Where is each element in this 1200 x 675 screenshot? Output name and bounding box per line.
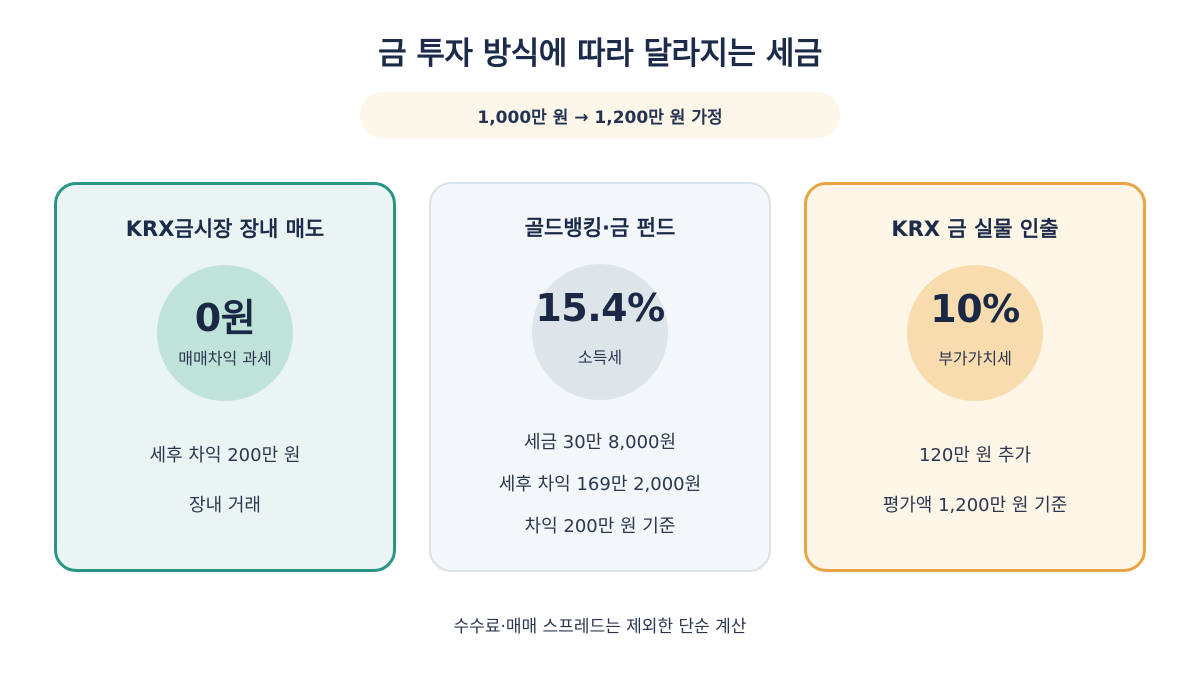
card-details: 세후 차익 200만 원 장내 거래 [57,441,393,541]
detail-line: 세후 차익 200만 원 [149,445,301,466]
card-title: KRX 금 실물 인출 [891,217,1059,241]
footnote: 수수료·매매 스프레드는 제외한 단순 계산 [453,617,747,637]
detail-line: 차익 200만 원 기준 [524,516,676,537]
detail-line: 세후 차익 169만 2,000원 [498,474,702,495]
card-gold-banking-fund: 골드뱅킹·금 펀드 15.4% 소득세 세금 30만 8,000원 세후 차익 … [429,182,771,572]
detail-line: 평가액 1,200만 원 기준 [882,495,1068,516]
tax-type-label: 매매차익 과세 [178,349,272,368]
rate-circle: 15.4% 소득세 [532,264,668,400]
assumption-badge: 1,000만 원 → 1,200만 원 가정 [360,92,840,138]
card-details: 세금 30만 8,000원 세후 차익 169만 2,000원 차익 200만 … [431,428,769,554]
tax-rate: 0원 [194,296,256,340]
tax-rate: 10% [930,287,1020,331]
card-title: 골드뱅킹·금 펀드 [524,216,676,240]
card-krx-physical-withdrawal: KRX 금 실물 인출 10% 부가가치세 120만 원 추가 평가액 1,20… [804,182,1146,572]
card-title: KRX금시장 장내 매도 [125,217,325,241]
card-krx-exchange-sale: KRX금시장 장내 매도 0원 매매차익 과세 세후 차익 200만 원 장내 … [54,182,396,572]
page-title: 금 투자 방식에 따라 달라지는 세금 [378,36,822,72]
rate-circle: 10% 부가가치세 [907,265,1043,401]
detail-line: 세금 30만 8,000원 [523,432,677,453]
rate-circle: 0원 매매차익 과세 [157,265,293,401]
tax-type-label: 부가가치세 [938,349,1012,368]
tax-type-label: 소득세 [577,348,623,367]
detail-line: 장내 거래 [189,495,261,516]
detail-line: 120만 원 추가 [918,445,1032,466]
card-details: 120만 원 추가 평가액 1,200만 원 기준 [807,441,1143,541]
tax-rate: 15.4% [535,286,665,330]
